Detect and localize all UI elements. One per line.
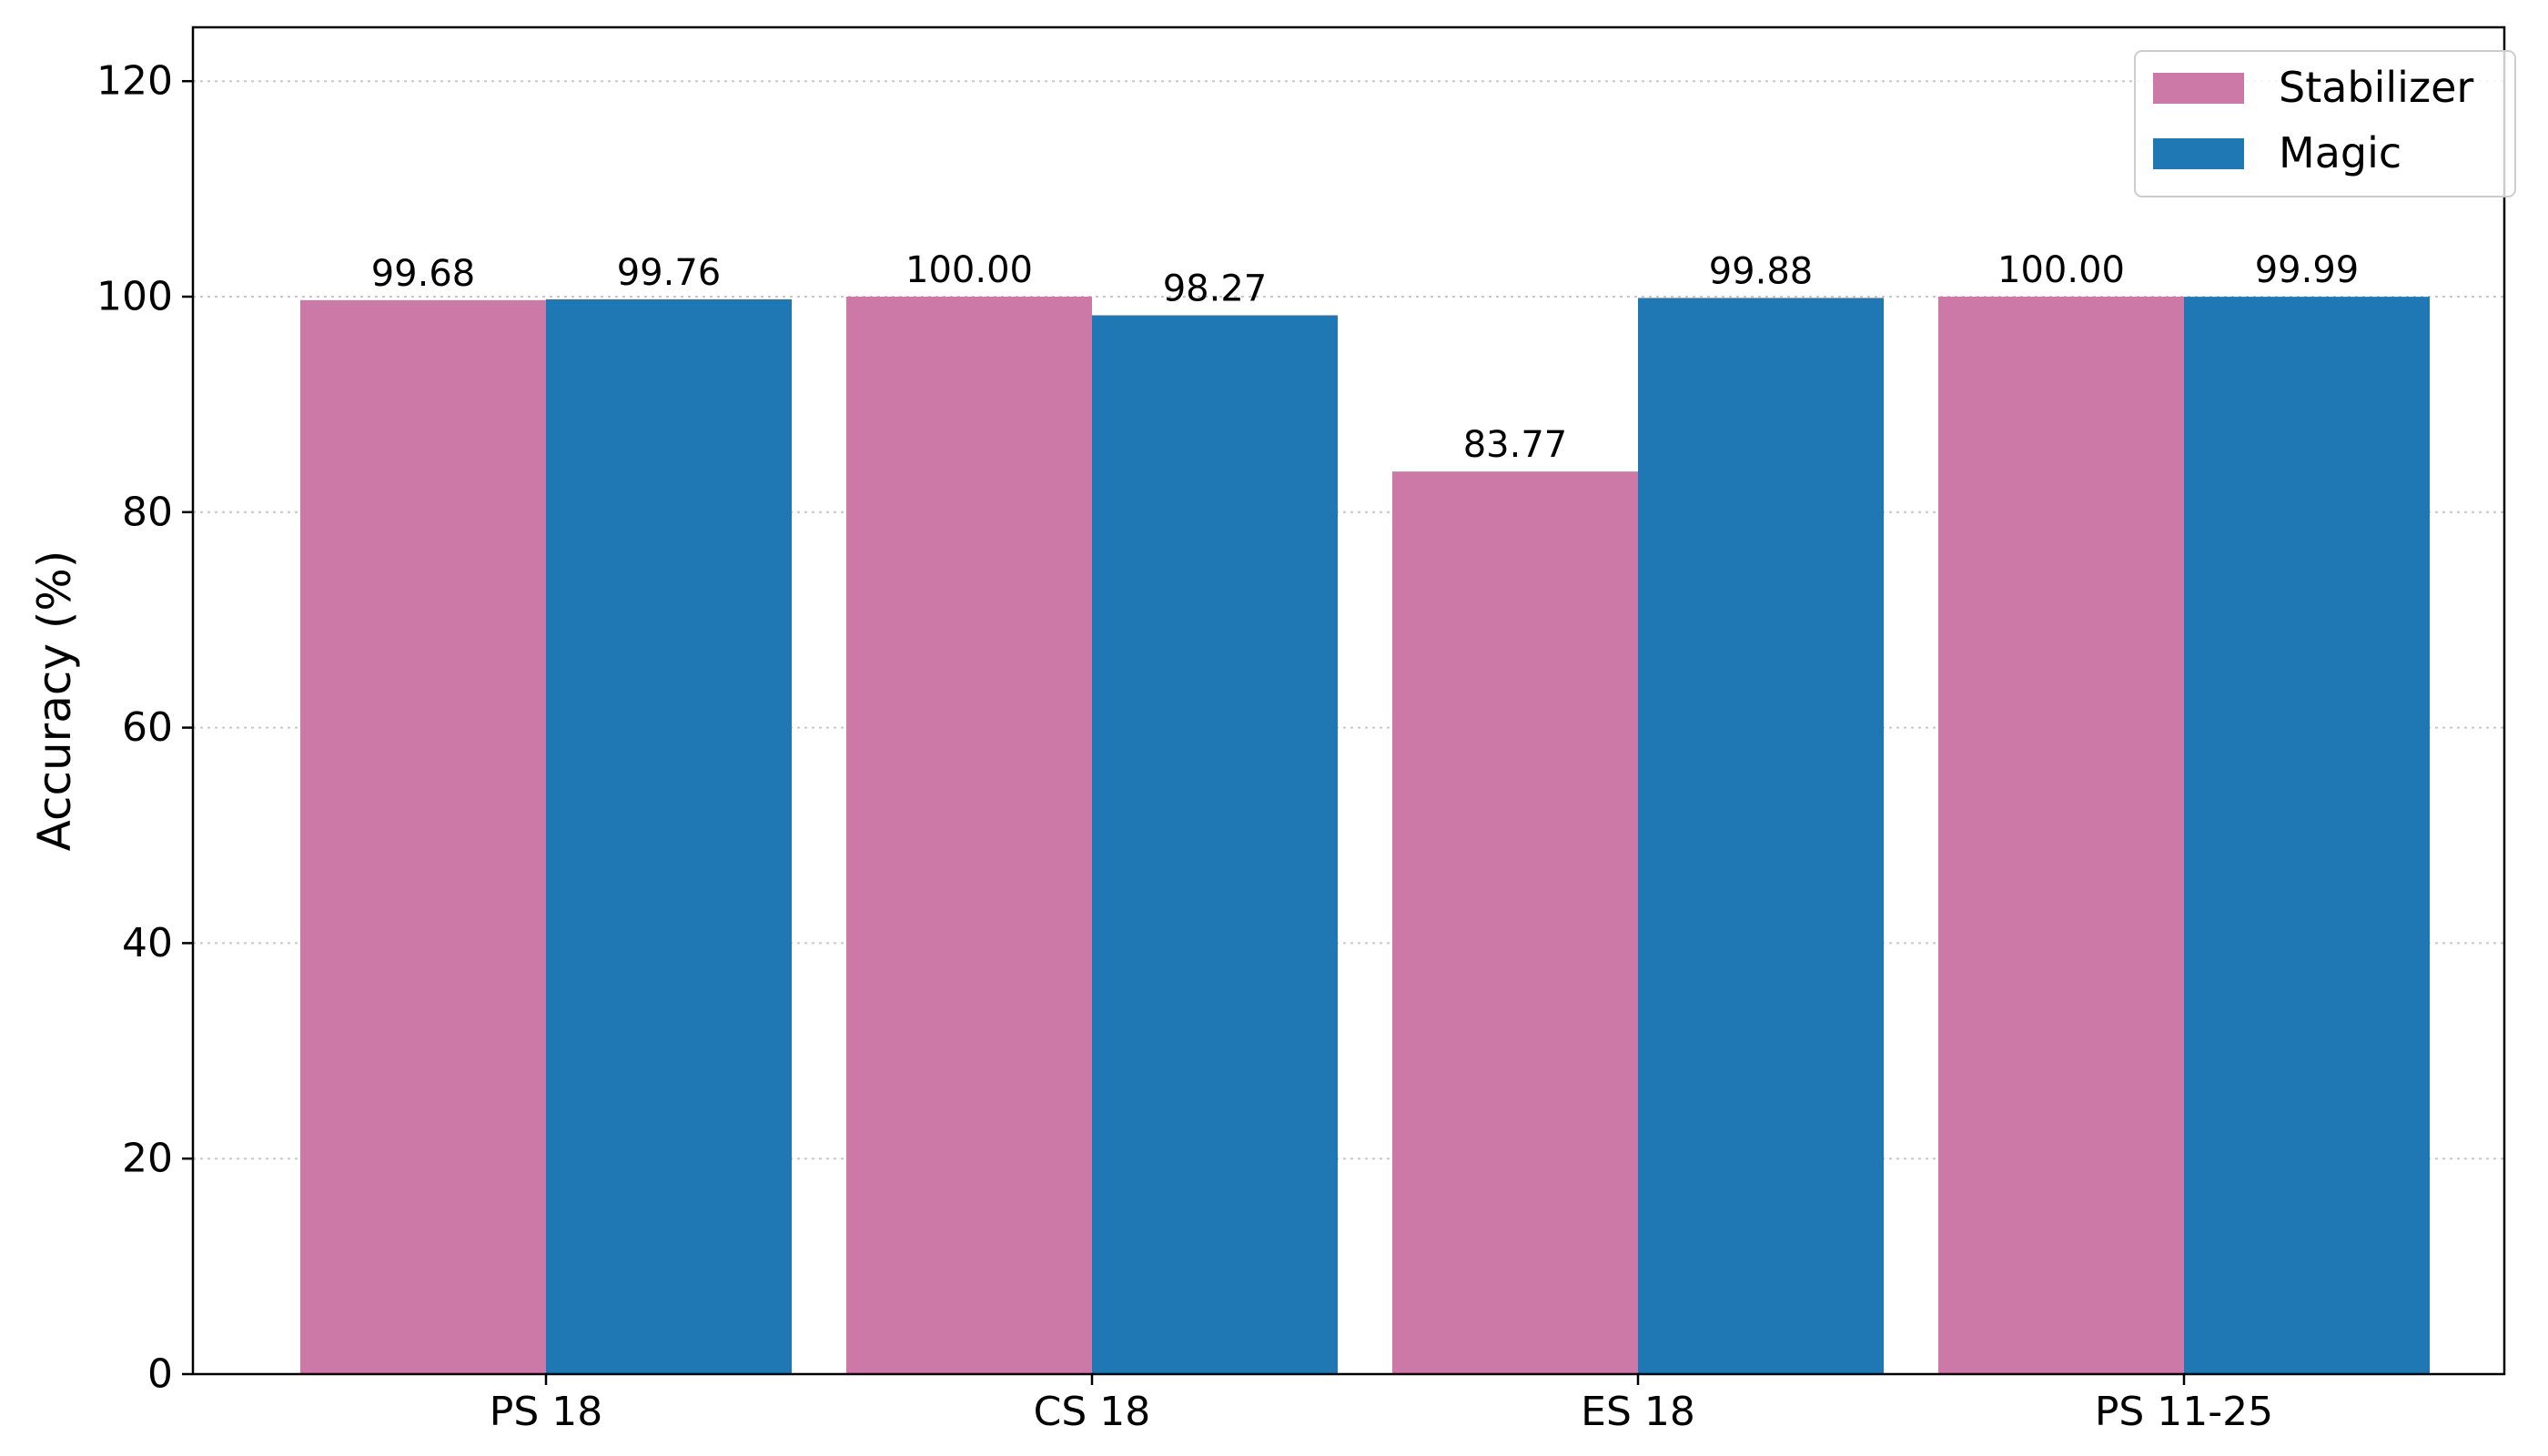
x-tick-label-ps-18: PS 18 — [490, 1389, 602, 1435]
value-label-magic-ps-11-25: 99.99 — [2255, 249, 2360, 291]
value-label-stabilizer-es-18: 83.77 — [1463, 424, 1568, 466]
y-tick-label-100: 100 — [96, 274, 173, 320]
y-tick-label-120: 120 — [96, 58, 173, 105]
bar-magic-es-18 — [1638, 298, 1884, 1375]
value-label-stabilizer-ps-11-25: 100.00 — [1997, 249, 2125, 291]
y-axis-title: Accuracy (%) — [28, 551, 81, 852]
y-tick-label-80: 80 — [122, 489, 173, 535]
value-label-magic-cs-18: 98.27 — [1163, 268, 1268, 309]
bar-stabilizer-ps-18 — [300, 299, 546, 1374]
value-labels: 99.68 99.76 100.00 98.27 83.77 99.88 100.00 99.… — [371, 249, 2360, 466]
bar-magic-ps-18 — [546, 298, 792, 1375]
bar-stabilizer-cs-18 — [846, 297, 1092, 1374]
x-tick-label-ps-11-25: PS 11-25 — [2095, 1389, 2273, 1435]
legend-label-magic: Magic — [2279, 128, 2401, 177]
value-label-magic-es-18: 99.88 — [1709, 250, 1814, 292]
legend-swatch-magic — [2153, 138, 2244, 169]
bars — [300, 297, 2430, 1375]
y-tick-label-60: 60 — [122, 704, 173, 751]
value-label-stabilizer-cs-18: 100.00 — [905, 249, 1033, 291]
bar-stabilizer-ps-11-25 — [1938, 297, 2184, 1374]
bar-magic-cs-18 — [1092, 315, 1338, 1375]
legend-label-stabilizer: Stabilizer — [2279, 63, 2473, 112]
x-tick-label-cs-18: CS 18 — [1034, 1389, 1151, 1435]
legend-swatch-stabilizer — [2153, 73, 2244, 104]
bar-stabilizer-es-18 — [1392, 471, 1638, 1374]
value-label-stabilizer-ps-18: 99.68 — [371, 253, 476, 295]
x-tick-label-es-18: ES 18 — [1581, 1389, 1695, 1435]
y-tick-label-20: 20 — [122, 1136, 173, 1182]
legend: Stabilizer Magic — [2134, 50, 2516, 197]
value-label-magic-ps-18: 99.76 — [617, 252, 722, 294]
plot-frame — [191, 25, 2506, 1376]
axes: 0 20 40 60 80 100 120 PS 18 CS 18 ES 18 PS 11-25 — [96, 58, 2273, 1435]
bar-magic-ps-11-25 — [2184, 297, 2430, 1374]
y-tick-label-40: 40 — [122, 920, 173, 966]
y-tick-label-0: 0 — [147, 1351, 173, 1398]
